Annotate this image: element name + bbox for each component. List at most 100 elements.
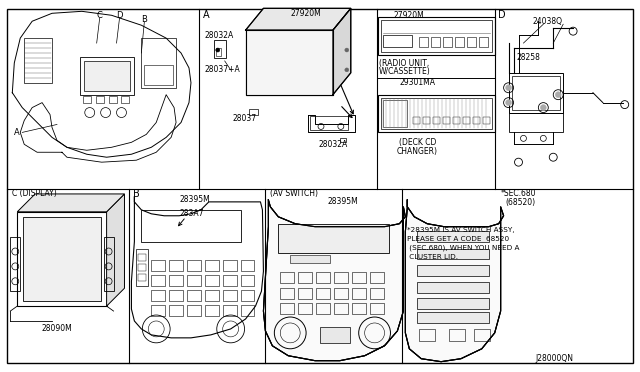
Bar bbox=[509, 73, 563, 113]
Bar bbox=[417, 231, 489, 241]
Bar bbox=[378, 17, 495, 55]
Polygon shape bbox=[264, 200, 405, 361]
Text: D: D bbox=[498, 10, 506, 20]
Bar bbox=[248, 109, 259, 115]
Bar bbox=[310, 116, 348, 131]
Bar bbox=[413, 116, 420, 125]
Bar bbox=[381, 20, 492, 52]
Bar bbox=[352, 288, 365, 299]
Text: CHANGER): CHANGER) bbox=[397, 147, 438, 156]
Bar bbox=[383, 35, 412, 47]
Text: 28258: 28258 bbox=[516, 54, 540, 62]
Bar bbox=[187, 260, 201, 271]
Bar bbox=[23, 217, 100, 301]
Circle shape bbox=[556, 92, 561, 98]
Text: 28395M: 28395M bbox=[179, 195, 210, 204]
Bar bbox=[320, 327, 350, 343]
Bar bbox=[96, 96, 104, 103]
Bar bbox=[169, 275, 183, 286]
Bar bbox=[298, 288, 312, 299]
Text: (AV SWITCH): (AV SWITCH) bbox=[270, 189, 318, 198]
Bar bbox=[151, 290, 165, 301]
Bar bbox=[316, 303, 330, 314]
Bar bbox=[290, 256, 330, 263]
Bar bbox=[241, 305, 255, 316]
Circle shape bbox=[506, 100, 511, 106]
Bar bbox=[205, 275, 219, 286]
Bar bbox=[169, 305, 183, 316]
Bar bbox=[417, 312, 489, 323]
Bar bbox=[378, 95, 495, 132]
Text: A: A bbox=[203, 10, 209, 20]
Text: 28037+A: 28037+A bbox=[205, 65, 241, 74]
Bar bbox=[280, 272, 294, 283]
Bar bbox=[370, 272, 383, 283]
Circle shape bbox=[216, 48, 220, 52]
Circle shape bbox=[345, 48, 349, 52]
Bar bbox=[136, 248, 148, 286]
Bar bbox=[316, 272, 330, 283]
Text: B: B bbox=[133, 189, 140, 199]
Bar bbox=[122, 96, 129, 103]
Bar bbox=[145, 65, 173, 85]
Text: 28037: 28037 bbox=[233, 114, 257, 123]
Text: (DECK CD: (DECK CD bbox=[399, 138, 436, 147]
Text: C (DISPLAY): C (DISPLAY) bbox=[12, 189, 57, 198]
Bar bbox=[340, 138, 346, 142]
Text: 28395M: 28395M bbox=[328, 198, 358, 206]
Text: *28395M IS AV SWITCH ASSY,
PLEASE GET A CODE  68520
 (SEC.680), WHEN YOU NEED A
: *28395M IS AV SWITCH ASSY, PLEASE GET A … bbox=[407, 227, 520, 260]
Bar bbox=[109, 96, 116, 103]
Bar bbox=[241, 290, 255, 301]
Text: 28090M: 28090M bbox=[42, 324, 72, 333]
Polygon shape bbox=[333, 8, 351, 95]
Bar bbox=[370, 288, 383, 299]
Bar bbox=[479, 37, 488, 47]
Bar bbox=[104, 237, 113, 291]
Bar bbox=[241, 275, 255, 286]
Text: J28000QN: J28000QN bbox=[535, 354, 573, 363]
Text: 24038Q: 24038Q bbox=[532, 17, 563, 26]
Bar bbox=[443, 37, 452, 47]
Bar bbox=[205, 260, 219, 271]
Bar bbox=[417, 265, 489, 276]
Bar bbox=[10, 237, 20, 291]
Text: 28032A: 28032A bbox=[318, 140, 348, 149]
Bar bbox=[80, 57, 134, 95]
Bar bbox=[280, 303, 294, 314]
Bar bbox=[334, 288, 348, 299]
Bar bbox=[187, 275, 201, 286]
Circle shape bbox=[345, 68, 349, 72]
Bar bbox=[223, 260, 237, 271]
Bar bbox=[334, 272, 348, 283]
Bar bbox=[419, 37, 428, 47]
Bar bbox=[383, 100, 407, 128]
Bar bbox=[223, 275, 237, 286]
Bar bbox=[17, 212, 107, 306]
Text: 27920M: 27920M bbox=[394, 11, 425, 20]
Bar bbox=[509, 113, 563, 132]
Bar bbox=[453, 116, 460, 125]
Bar bbox=[474, 329, 490, 341]
Text: C: C bbox=[97, 11, 102, 20]
Bar bbox=[151, 260, 165, 271]
Bar bbox=[246, 30, 333, 95]
Bar bbox=[24, 38, 52, 83]
Bar bbox=[473, 116, 480, 125]
Text: B: B bbox=[141, 15, 147, 24]
Bar bbox=[370, 303, 383, 314]
Bar bbox=[455, 37, 464, 47]
Text: (RADIO UNIT,: (RADIO UNIT, bbox=[380, 60, 429, 68]
Bar bbox=[433, 116, 440, 125]
Bar bbox=[246, 30, 333, 95]
Text: 29301MA: 29301MA bbox=[399, 78, 435, 87]
Bar bbox=[423, 116, 430, 125]
Bar bbox=[216, 48, 221, 56]
Circle shape bbox=[506, 85, 511, 91]
Bar bbox=[419, 329, 435, 341]
Bar bbox=[334, 303, 348, 314]
Bar bbox=[205, 290, 219, 301]
Bar bbox=[141, 210, 241, 241]
Bar bbox=[463, 116, 470, 125]
Polygon shape bbox=[246, 8, 351, 30]
Bar bbox=[187, 290, 201, 301]
